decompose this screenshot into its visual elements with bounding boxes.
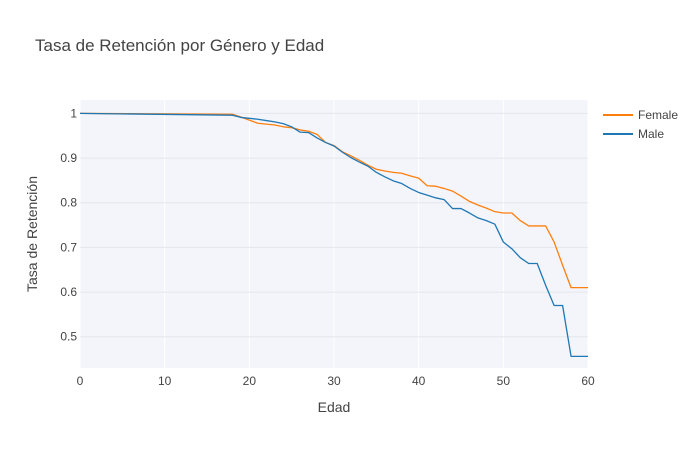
y-tick-label: 0.8 [60,196,77,210]
series-line-female [79,112,588,289]
y-tick-label: 0.6 [60,285,77,299]
y-tick-label: 0.9 [60,151,77,165]
legend-item-female[interactable]: Female [603,108,678,122]
x-tick-label: 40 [412,374,426,388]
x-axis-title: Edad [318,399,351,415]
series-lines [79,112,588,358]
y-tick-label: 1 [70,106,77,120]
y-tick-label: 0.7 [60,240,77,254]
legend[interactable]: Female Male [603,108,678,141]
series-line-male [79,112,588,358]
legend-label: Female [638,108,678,122]
y-tick-label: 0.5 [60,330,77,344]
x-tick-label: 50 [497,374,511,388]
x-tick-label: 20 [243,374,257,388]
axis-ticks: 0 10 20 30 40 50 60 0.5 0.6 0.7 0.8 0.9 1 [60,106,595,388]
legend-item-male[interactable]: Male [603,127,664,141]
chart-title: Tasa de Retención por Género y Edad [35,36,324,55]
legend-label: Male [638,127,664,141]
x-tick-label: 30 [327,374,341,388]
x-tick-label: 60 [581,374,595,388]
y-axis-title: Tasa de Retención [24,176,40,292]
x-tick-label: 10 [158,374,172,388]
x-tick-label: 0 [77,374,84,388]
